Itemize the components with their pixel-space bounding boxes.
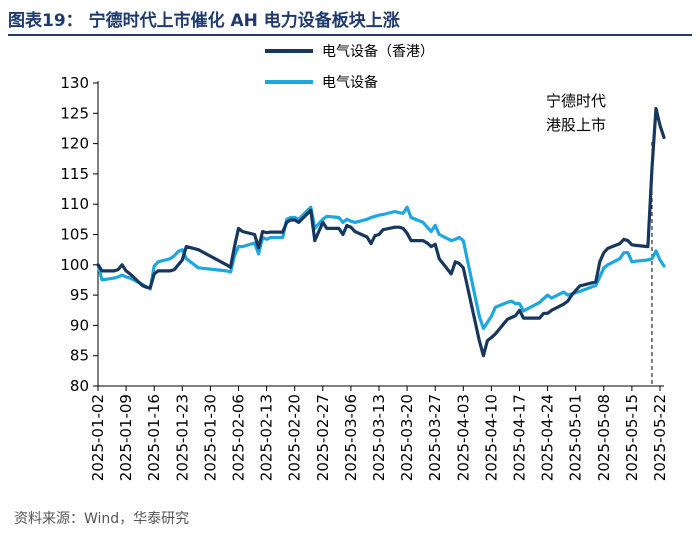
ticks: 80 85 90 95 100 105 110 115 120 125 130 2025-01-02 2… [60,74,669,481]
x-tick-label: 2025-05-01 [567,394,585,481]
y-tick-label: 90 [70,316,89,334]
y-tick-label: 80 [70,377,89,395]
source-note: 资料来源：Wind，华泰研究 [14,511,190,527]
x-tick-label: 2025-03-13 [370,394,388,481]
series-line [96,205,666,330]
x-tick-label: 2025-02-06 [229,394,247,481]
x-tick-label: 2025-05-08 [595,394,613,481]
line-chart: 电气设备（香港） 电气设备 80 85 90 95 100 105 110 115 120 125 1… [60,43,669,481]
x-tick-label: 2025-01-16 [145,394,163,481]
x-tick-label: 2025-01-09 [117,394,135,481]
x-tick-label: 2025-01-30 [201,394,219,481]
title-rule [8,34,692,36]
series-line [96,106,666,358]
x-tick-label: 2025-05-22 [651,394,669,481]
y-tick-label: 105 [60,226,89,244]
x-tick-label: 2025-04-10 [482,394,500,481]
annotation-text: 宁德时代 [546,92,606,110]
y-tick-label: 120 [60,135,89,153]
y-tick-label: 95 [70,286,89,304]
x-tick-label: 2025-04-17 [510,394,528,481]
x-tick-label: 2025-02-13 [258,394,276,481]
axes [97,81,664,387]
y-tick-label: 85 [70,347,89,365]
x-tick-label: 2025-03-27 [426,394,444,481]
legend-label: 电气设备（香港） [322,43,434,60]
x-tick-label: 2025-01-02 [89,394,107,481]
x-tick-label: 2025-02-27 [314,394,332,481]
x-tick-label: 2025-01-23 [173,394,191,481]
chart-title: 图表19： 宁德时代上市催化 AH 电力设备板块上涨 [8,11,400,31]
y-tick-label: 125 [60,104,89,122]
annotation-text: 港股上市 [546,116,606,134]
x-tick-label: 2025-05-15 [623,394,641,481]
x-tick-label: 2025-02-20 [286,394,304,481]
series-lines [96,106,666,358]
y-tick-label: 115 [60,165,89,183]
y-tick-label: 130 [60,74,89,92]
x-tick-label: 2025-03-20 [398,394,416,481]
legend-label: 电气设备 [322,74,378,91]
y-tick-label: 100 [60,256,89,274]
x-tick-label: 2025-03-06 [342,394,360,481]
legend: 电气设备（香港） 电气设备 [265,43,434,91]
y-tick-label: 110 [60,195,89,213]
x-tick-label: 2025-04-24 [539,394,557,481]
x-tick-label: 2025-04-03 [454,394,472,481]
